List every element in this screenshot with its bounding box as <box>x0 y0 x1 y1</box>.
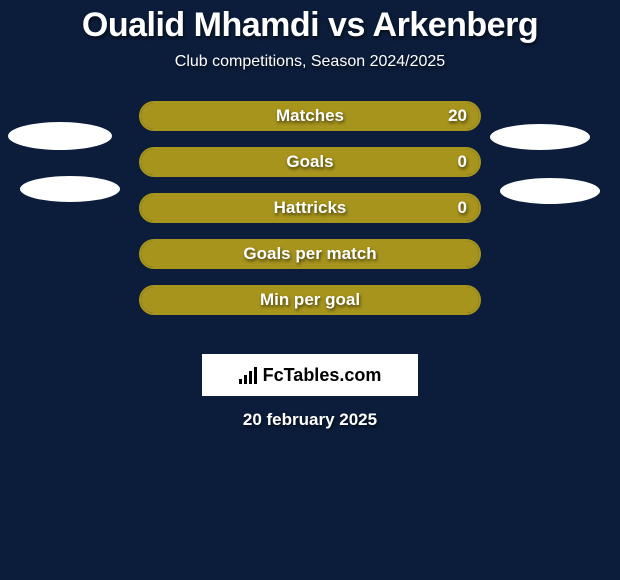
stat-bar: Goals0 <box>139 147 481 177</box>
stat-bar: Goals per match <box>139 239 481 269</box>
comparison-card: Oualid Mhamdi vs Arkenberg Club competit… <box>0 0 620 580</box>
stat-label: Goals <box>141 152 479 172</box>
stat-label: Hattricks <box>141 198 479 218</box>
page-title: Oualid Mhamdi vs Arkenberg <box>0 0 620 45</box>
stat-label: Goals per match <box>141 244 479 264</box>
stat-value: 0 <box>458 152 467 172</box>
player-ellipse <box>20 176 120 202</box>
subtitle: Club competitions, Season 2024/2025 <box>0 53 620 71</box>
stat-label: Matches <box>141 106 479 126</box>
player-ellipse <box>500 178 600 204</box>
stat-value: 20 <box>448 106 467 126</box>
stat-row: Min per goal <box>0 285 620 331</box>
date-text: 20 february 2025 <box>0 410 620 430</box>
stat-bar: Hattricks0 <box>139 193 481 223</box>
brand-text: FcTables.com <box>263 365 382 386</box>
brand-bars-icon <box>239 366 257 384</box>
player-ellipse <box>490 124 590 150</box>
stat-value: 0 <box>458 198 467 218</box>
stat-bar: Matches20 <box>139 101 481 131</box>
stat-bar: Min per goal <box>139 285 481 315</box>
brand-box: FcTables.com <box>202 354 418 396</box>
player-ellipse <box>8 122 112 150</box>
stat-row: Goals per match <box>0 239 620 285</box>
stat-label: Min per goal <box>141 290 479 310</box>
